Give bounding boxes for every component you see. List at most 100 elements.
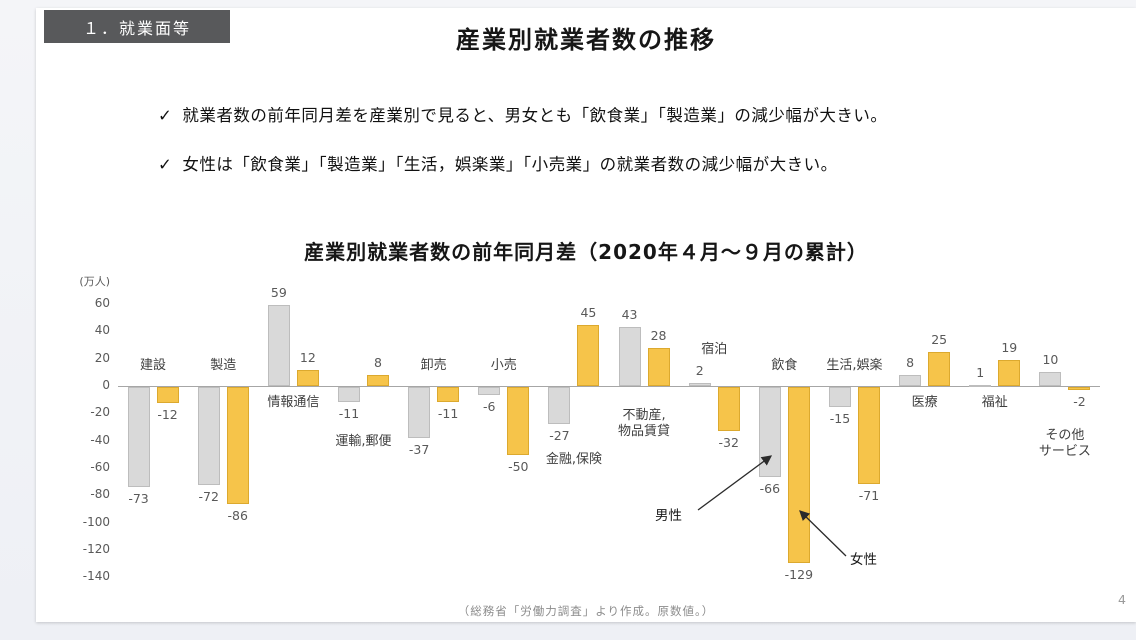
bar-male-8 <box>688 383 711 386</box>
value-label: 10 <box>1042 352 1059 368</box>
bar-chart: (万人) 60 40 20 0 -20 -40 -60 -80 -100 -120 -140 -73 -1… <box>70 270 1116 606</box>
bar-female-0 <box>156 387 179 404</box>
chart-title: 産業別就業者数の前年同月差（2020年４月〜９月の累計） <box>304 240 868 264</box>
y-axis-tick-label: -20 <box>90 405 110 420</box>
category-label: 運輸,郵便 <box>335 434 392 449</box>
source-note: （総務省「労働力調査」より作成。原数値。） <box>457 604 715 618</box>
category-label: 医療 <box>911 395 938 410</box>
bullet-text: 女性は「飲食業」「製造業」「生活，娯楽業」「小売業」の就業者数の減少幅が大きい。 <box>182 155 838 174</box>
bar-female-8 <box>717 387 740 431</box>
series-annotation-女性: 女性 <box>850 552 877 568</box>
bar-male-4 <box>408 387 431 438</box>
y-axis-tick-label: 0 <box>102 378 110 392</box>
bar-male-12 <box>969 384 992 387</box>
value-label: -86 <box>227 508 248 524</box>
value-label: 25 <box>931 331 948 347</box>
value-label: 19 <box>1001 340 1018 356</box>
y-axis-tick-label: -120 <box>82 541 110 556</box>
y-axis-tick-label: -80 <box>90 487 110 502</box>
bar-male-5 <box>478 387 501 396</box>
x-axis-zero-line <box>118 386 1100 387</box>
bar-male-1 <box>197 387 220 486</box>
category-label: 福祉 <box>981 395 1008 410</box>
bullet-point-1: ✓ 就業者数の前年同月差を産業別で見ると、男女とも「飲食業」「製造業」の減少幅が大… <box>158 102 887 126</box>
check-icon: ✓ <box>158 106 173 125</box>
category-label: 卸売 <box>420 358 447 373</box>
page-title: 産業別就業者数の推移 <box>456 26 716 54</box>
value-label: 45 <box>580 304 597 320</box>
value-label: -11 <box>338 406 360 421</box>
bar-male-0 <box>127 387 150 487</box>
value-label: 1 <box>976 364 985 380</box>
value-label: 2 <box>695 363 704 379</box>
value-label: 28 <box>650 327 667 343</box>
page-number: 4 <box>1118 592 1126 607</box>
y-axis-tick-label: -60 <box>90 459 110 474</box>
value-label: -27 <box>549 427 570 443</box>
y-axis-tick-label: 60 <box>94 296 110 311</box>
y-axis-unit-label: (万人) <box>79 275 110 288</box>
bar-female-7 <box>647 347 670 386</box>
value-label: 12 <box>299 349 316 365</box>
value-label: -2 <box>1073 393 1086 409</box>
section-label: １．就業面等 <box>82 18 191 38</box>
bar-male-10 <box>829 387 851 408</box>
y-axis-tick-label: -140 <box>82 569 110 584</box>
value-label: -72 <box>198 489 219 505</box>
check-icon: ✓ <box>158 155 173 174</box>
bar-female-10 <box>858 387 880 484</box>
value-label: -129 <box>784 567 814 583</box>
bar-male-6 <box>548 387 571 424</box>
value-label: 8 <box>906 355 915 371</box>
y-axis-tick-label: -40 <box>90 432 110 447</box>
bar-female-6 <box>577 324 600 386</box>
value-label: -37 <box>408 441 430 457</box>
category-label: 金融,保険 <box>545 452 602 467</box>
value-label: -15 <box>829 411 851 427</box>
value-label: -73 <box>128 490 149 506</box>
value-label: -11 <box>437 406 459 421</box>
category-label: その他 サービス <box>1038 428 1091 459</box>
bullet-point-2: ✓ 女性は「飲食業」「製造業」「生活，娯楽業」「小売業」の就業者数の減少幅が大きい… <box>158 151 838 175</box>
value-label: -12 <box>157 407 178 423</box>
bar-female-3 <box>367 375 389 386</box>
bar-female-9 <box>787 387 810 564</box>
series-annotation-男性: 男性 <box>655 508 682 524</box>
bar-male-13 <box>1039 372 1062 386</box>
bar-male-7 <box>618 327 641 386</box>
y-axis-tick-label: 40 <box>94 323 110 338</box>
bar-male-11 <box>899 375 922 386</box>
slide-page: １．就業面等 産業別就業者数の推移 ✓ 就業者数の前年同月差を産業別で見ると、男女… <box>36 8 1136 622</box>
bar-female-5 <box>507 387 530 456</box>
category-label: 小売 <box>490 358 517 373</box>
category-label: 不動産, 物品賃貸 <box>618 408 671 439</box>
value-label: -71 <box>858 487 880 503</box>
value-label: -66 <box>759 481 781 497</box>
bullet-text: 就業者数の前年同月差を産業別で見ると、男女とも「飲食業」「製造業」の減少幅が大き… <box>182 106 888 125</box>
bar-female-12 <box>998 360 1021 386</box>
bar-female-11 <box>928 351 951 386</box>
y-axis-tick-label: 20 <box>94 350 110 365</box>
category-label: 情報通信 <box>267 395 320 410</box>
category-label: 製造 <box>210 358 237 373</box>
value-label: -50 <box>508 459 529 475</box>
bar-male-9 <box>758 387 781 478</box>
category-label: 飲食 <box>771 358 798 373</box>
bar-female-2 <box>296 369 319 386</box>
category-label: 生活,娯楽 <box>826 358 883 373</box>
value-label: 43 <box>621 307 638 323</box>
value-label: 8 <box>374 355 382 371</box>
value-label: -32 <box>718 434 739 450</box>
category-label: 宿泊 <box>701 342 728 357</box>
bar-female-1 <box>226 387 249 505</box>
bar-male-3 <box>338 387 360 402</box>
bar-female-13 <box>1068 387 1091 390</box>
bar-male-2 <box>267 305 290 386</box>
section-label-box: １．就業面等 <box>44 10 230 43</box>
bar-female-4 <box>437 387 460 402</box>
category-label: 建設 <box>140 358 167 373</box>
value-label: 59 <box>270 285 287 301</box>
y-axis-tick-label: -100 <box>82 514 110 529</box>
value-label: -6 <box>483 399 496 415</box>
